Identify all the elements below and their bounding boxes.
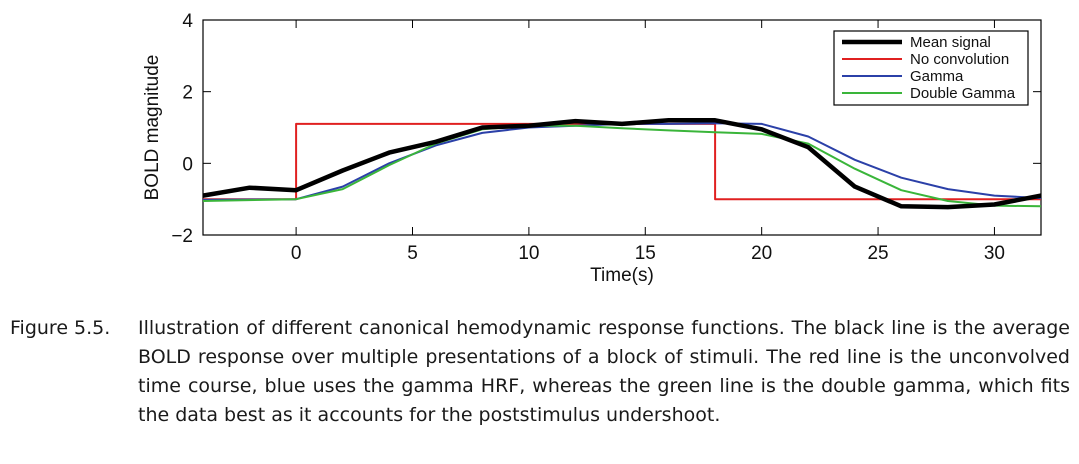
x-tick-label: 25 [867,243,888,264]
y-tick-label: 4 [182,11,193,32]
series-line-gamma [202,122,1042,201]
plot-frame [202,19,1042,236]
x-tick-label: 15 [635,243,656,264]
hrf-line-chart: 0 5 10 15 20 25 30 −2 0 2 4 Time(s) BOLD magnitude… [142,11,1042,286]
x-tick-label: 10 [518,243,539,264]
x-tick-label: 20 [751,243,772,264]
caption-label: Figure 5.5. [10,317,111,339]
y-tick-label: −2 [171,226,193,247]
series-layer [202,118,1042,210]
caption-text: Illustration of different canonical hemo… [138,317,1070,426]
legend-entry: Gamma [910,68,964,85]
x-tick-label: 0 [291,243,302,264]
y-axis-label: BOLD magnitude [142,55,163,201]
figure-caption: Figure 5.5. Illustration of different ca… [10,314,1070,430]
series-line-double-gamma [202,124,1042,208]
y-tick-label: 2 [182,83,193,104]
x-tick-label: 30 [984,243,1005,264]
legend-entry: Mean signal [910,34,991,51]
legend-entry: Double Gamma [910,85,1016,102]
x-tick-label: 5 [407,243,418,264]
x-axis-label: Time(s) [590,265,654,286]
legend-entry: No convolution [910,51,1009,68]
axis-layer: 0 5 10 15 20 25 30 −2 0 2 4 [171,11,1041,264]
y-tick-label: 0 [182,154,193,175]
series-line-mean-signal [202,118,1042,210]
series-line-no-convolution [203,122,1041,201]
